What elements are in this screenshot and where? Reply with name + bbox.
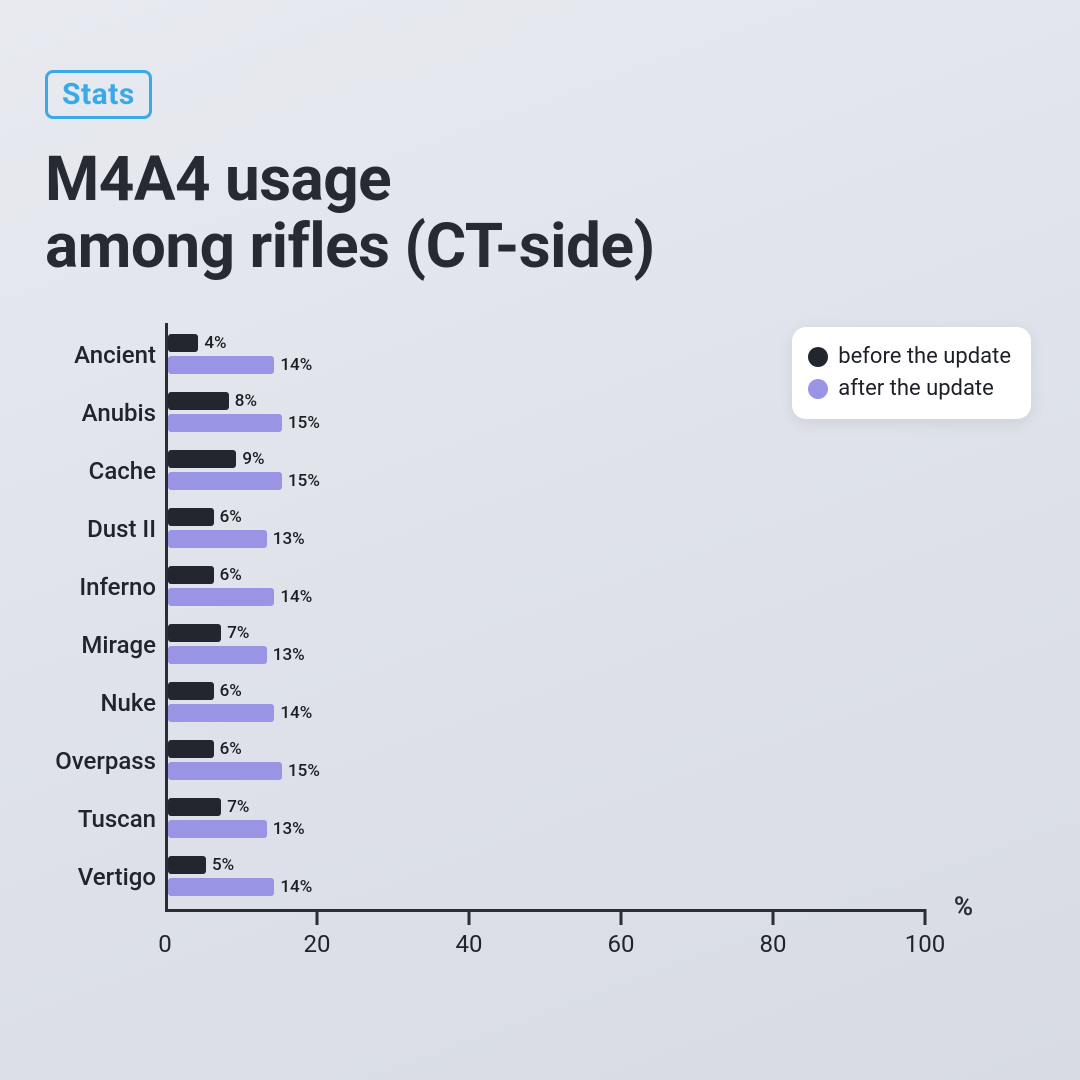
bar-value-label: 8% xyxy=(235,391,257,411)
category-label: Inferno xyxy=(38,573,156,601)
bar-group: Ancient4%14% xyxy=(168,331,925,379)
bar-after xyxy=(168,472,282,490)
bar-group: Overpass6%15% xyxy=(168,737,925,785)
category-label: Ancient xyxy=(38,341,156,369)
bar-before xyxy=(168,856,206,874)
bar-value-label: 6% xyxy=(220,565,242,585)
bar-group: Dust II6%13% xyxy=(168,505,925,553)
x-tick-label: 20 xyxy=(304,930,331,958)
bar-value-label: 14% xyxy=(280,355,312,375)
bar-value-label: 15% xyxy=(288,413,320,433)
bar-value-label: 13% xyxy=(273,529,305,549)
x-tick xyxy=(468,909,471,925)
chart-container: before the update after the update Ancie… xyxy=(45,323,1035,962)
bar-before xyxy=(168,798,221,816)
x-tick xyxy=(772,909,775,925)
bar-after xyxy=(168,414,282,432)
bar-value-label: 5% xyxy=(212,855,234,875)
bar-before xyxy=(168,450,236,468)
bar-group: Inferno6%14% xyxy=(168,563,925,611)
category-label: Mirage xyxy=(38,631,156,659)
title-line-2: among rifles (CT-side) xyxy=(45,210,655,283)
category-label: Overpass xyxy=(38,747,156,775)
bar-before xyxy=(168,682,214,700)
bar-value-label: 6% xyxy=(220,681,242,701)
bar-after xyxy=(168,356,274,374)
bar-value-label: 6% xyxy=(220,507,242,527)
bar-after xyxy=(168,704,274,722)
bar-group: Cache9%15% xyxy=(168,447,925,495)
x-tick-label: 60 xyxy=(608,930,635,958)
x-tick-label: 40 xyxy=(456,930,483,958)
category-label: Vertigo xyxy=(38,863,156,891)
bar-value-label: 14% xyxy=(280,703,312,723)
x-axis-unit: % xyxy=(954,892,973,922)
category-label: Dust II xyxy=(38,515,156,543)
category-label: Anubis xyxy=(38,399,156,427)
x-tick xyxy=(620,909,623,925)
bar-before xyxy=(168,740,214,758)
bar-after xyxy=(168,588,274,606)
chart-title: M4A4 usage among rifles (CT-side) xyxy=(45,147,1035,281)
bar-before xyxy=(168,566,214,584)
bar-value-label: 15% xyxy=(288,761,320,781)
bar-value-label: 15% xyxy=(288,471,320,491)
bar-before xyxy=(168,624,221,642)
bar-group: Mirage7%13% xyxy=(168,621,925,669)
bar-value-label: 6% xyxy=(220,739,242,759)
bar-value-label: 13% xyxy=(273,645,305,665)
x-tick xyxy=(924,909,927,925)
bar-group: Anubis8%15% xyxy=(168,389,925,437)
bar-after xyxy=(168,646,267,664)
category-label: Cache xyxy=(38,457,156,485)
bar-before xyxy=(168,508,214,526)
category-label: Nuke xyxy=(38,689,156,717)
category-label: Tuscan xyxy=(38,805,156,833)
x-tick-label: 100 xyxy=(905,930,945,958)
chart-x-axis: % 020406080100 xyxy=(165,912,925,962)
bar-value-label: 14% xyxy=(280,877,312,897)
title-line-1: M4A4 usage xyxy=(45,143,391,216)
x-tick-label: 0 xyxy=(158,930,172,958)
bar-group: Nuke6%14% xyxy=(168,679,925,727)
stats-badge: Stats xyxy=(45,70,152,119)
bar-group: Tuscan7%13% xyxy=(168,795,925,843)
bar-after xyxy=(168,878,274,896)
bar-value-label: 7% xyxy=(227,623,249,643)
bar-after xyxy=(168,530,267,548)
chart-plot-area: Ancient4%14%Anubis8%15%Cache9%15%Dust II… xyxy=(165,323,925,912)
bar-before xyxy=(168,392,229,410)
bar-after xyxy=(168,762,282,780)
x-tick xyxy=(316,909,319,925)
x-tick-label: 80 xyxy=(760,930,787,958)
bar-before xyxy=(168,334,198,352)
bar-value-label: 13% xyxy=(273,819,305,839)
bar-value-label: 14% xyxy=(280,587,312,607)
bar-value-label: 4% xyxy=(204,333,226,353)
bar-after xyxy=(168,820,267,838)
bar-value-label: 9% xyxy=(242,449,264,469)
bar-group: Vertigo5%14% xyxy=(168,853,925,901)
bar-value-label: 7% xyxy=(227,797,249,817)
